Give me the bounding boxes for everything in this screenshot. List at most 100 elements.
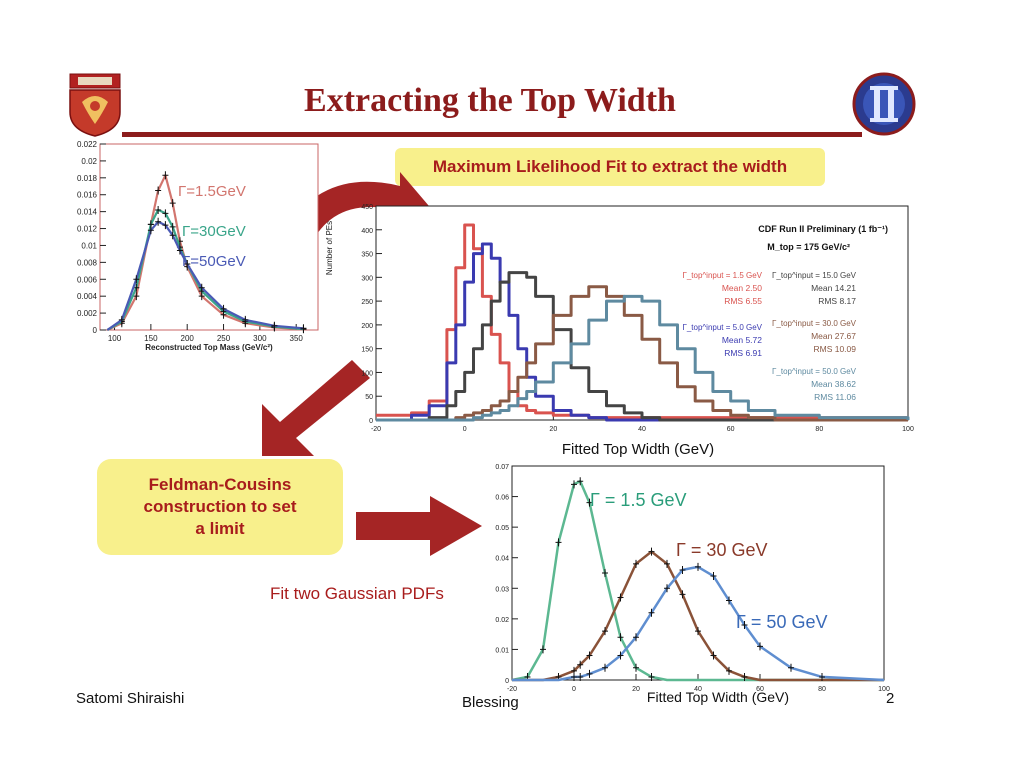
- plot-frame: [511, 465, 885, 681]
- y-tick-label: 0.04: [495, 556, 509, 563]
- data-point: [162, 221, 169, 230]
- data-point: [757, 642, 763, 651]
- data-point: [710, 651, 717, 660]
- data-point: [648, 672, 655, 681]
- callout-line-1: Feldman-Cousins: [148, 475, 292, 494]
- right-arrow-icon: [356, 496, 482, 556]
- series-line-2: [376, 271, 908, 422]
- legend-entry-4: Γ_top^input = 50.0 GeV: [772, 367, 857, 376]
- y-axis-label: Number of PEs: [325, 221, 334, 275]
- data-point: [147, 226, 154, 235]
- legend-mean-3: Mean 27.67: [811, 331, 856, 341]
- data-point: [664, 559, 670, 568]
- series-label-2: Γ = 50 GeV: [736, 612, 827, 632]
- mass-chart: 100 150 200 250 300 350 0 0.002 0.004 0.006 0.008 0…: [77, 140, 319, 352]
- data-point: [555, 538, 562, 547]
- legend-rms-1: RMS 6.91: [724, 348, 762, 358]
- y-tick-label: 0.002: [77, 309, 98, 318]
- data-point: [220, 304, 227, 313]
- y-tick-label: 0.06: [495, 495, 509, 502]
- data-point: [571, 672, 577, 681]
- event-name: Blessing: [462, 694, 519, 711]
- data-point: [633, 633, 639, 642]
- data-point: [169, 199, 176, 208]
- y-tick-label: 0.004: [77, 292, 98, 301]
- x-axis-label: Fitted Top Width (GeV): [562, 441, 714, 458]
- data-point: [198, 283, 205, 292]
- data-point: [577, 477, 584, 486]
- author-name: Satomi Shiraishi: [76, 690, 185, 707]
- data-point: [586, 498, 593, 507]
- x-tick-label: 20: [549, 426, 557, 433]
- data-point: [617, 593, 624, 602]
- data-point: [617, 633, 624, 642]
- x-tick-label: 200: [181, 334, 195, 343]
- legend-mean-1: Mean 5.72: [722, 335, 762, 345]
- data-point: [741, 672, 748, 681]
- series-line-2: [106, 220, 304, 331]
- data-point: [155, 217, 162, 226]
- data-point: [695, 562, 701, 571]
- x-tick-label: 300: [253, 334, 267, 343]
- series-line-0: [106, 174, 304, 331]
- y-tick-label: 200: [361, 323, 373, 330]
- y-tick-label: 0.008: [77, 258, 98, 267]
- x-tick-label: 40: [694, 686, 702, 693]
- series-label-1: Γ = 30 GeV: [676, 540, 767, 560]
- y-tick-label: 0.014: [77, 208, 98, 217]
- legend-mean-2: Mean 14.21: [811, 283, 856, 293]
- x-tick-label: -20: [507, 686, 517, 693]
- x-tick-label: 80: [818, 686, 826, 693]
- y-tick-label: 0: [93, 326, 98, 335]
- y-tick-label: 0.01: [81, 241, 97, 250]
- y-tick-label: 300: [361, 275, 373, 282]
- slide-title: Extracting the Top Width: [304, 82, 676, 119]
- y-tick-label: 0.01: [495, 647, 509, 654]
- chart-title: CDF Run II Preliminary (1 fb⁻¹): [758, 224, 888, 234]
- y-tick-label: 50: [365, 394, 373, 401]
- feldman-cousins-callout: Feldman-Cousins construction to set a li…: [97, 459, 343, 555]
- callout-line-3: a limit: [195, 519, 245, 538]
- y-tick-label: 0.006: [77, 275, 98, 284]
- data-point: [242, 315, 249, 324]
- legend-entry-2: Γ_top^input = 15.0 GeV: [772, 271, 857, 280]
- y-tick-label: 0.02: [495, 617, 509, 624]
- y-tick-label: 150: [361, 347, 373, 354]
- legend-label-1: Γ=30GeV: [182, 223, 246, 240]
- gaussian-pdf-chart: -20 0 20 40 60 80 10000.010.020.030.040.050.06…: [495, 464, 890, 705]
- x-tick-label: 0: [572, 686, 576, 693]
- data-point: [577, 660, 584, 669]
- data-point: [271, 321, 278, 330]
- y-tick-label: 400: [361, 228, 373, 235]
- y-tick-label: 100: [361, 370, 373, 377]
- data-point: [788, 663, 794, 672]
- x-tick-label: 0: [463, 426, 467, 433]
- data-point: [133, 292, 140, 301]
- x-tick-label: 100: [108, 334, 122, 343]
- legend-mean-4: Mean 38.62: [811, 379, 856, 389]
- data-point: [155, 186, 162, 195]
- y-tick-label: 0.02: [81, 157, 97, 166]
- data-point: [571, 480, 577, 489]
- data-point: [695, 627, 701, 636]
- data-point: [118, 315, 125, 324]
- series-line-1: [106, 208, 304, 331]
- legend-mean-0: Mean 2.50: [722, 283, 762, 293]
- data-point: [169, 231, 176, 240]
- data-point: [602, 663, 608, 672]
- fit-note-text: Fit two Gaussian PDFs: [270, 584, 444, 603]
- data-point: [540, 645, 546, 654]
- data-point: [162, 171, 169, 180]
- data-point: [648, 547, 655, 556]
- cdf-logo: [852, 72, 916, 136]
- data-point: [184, 260, 191, 269]
- data-point: [726, 666, 732, 675]
- x-axis-label: Fitted Top Width (GeV): [647, 689, 789, 705]
- x-tick-label: 100: [878, 686, 890, 693]
- y-tick-label: 0.022: [77, 140, 98, 149]
- data-point: [169, 222, 176, 231]
- legend-rms-4: RMS 11.06: [814, 392, 856, 402]
- data-point: [617, 651, 624, 660]
- x-tick-label: 60: [727, 426, 735, 433]
- data-point: [586, 651, 593, 660]
